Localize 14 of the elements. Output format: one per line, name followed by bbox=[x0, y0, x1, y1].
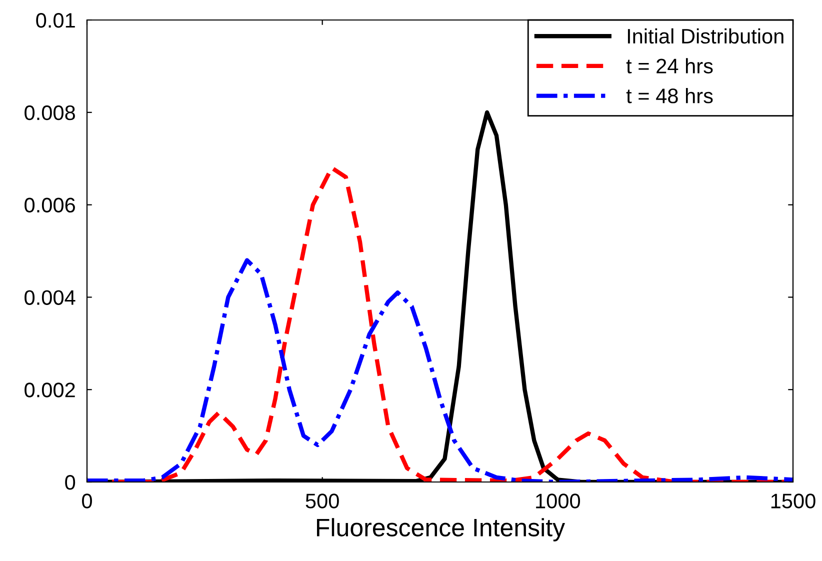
legend-label: t = 48 hrs bbox=[626, 88, 713, 104]
legend-label: t = 24 hrs bbox=[626, 58, 713, 74]
y-tick-label: 0.006 bbox=[24, 198, 75, 213]
y-tick-label: 0 bbox=[65, 475, 76, 490]
x-tick-label: 500 bbox=[306, 494, 339, 508]
x-axis-title: Fluorescence Intensity bbox=[317, 518, 566, 542]
y-tick-label: 0.002 bbox=[24, 382, 75, 398]
x-tick-label: 1000 bbox=[536, 494, 580, 508]
y-tick-label: 0.004 bbox=[24, 290, 76, 305]
y-tick-label: 0.008 bbox=[24, 105, 75, 120]
x-tick-label: 1500 bbox=[771, 494, 816, 508]
x-tick-label: 0 bbox=[82, 494, 92, 508]
y-tick-label: 0.01 bbox=[36, 13, 75, 28]
legend-label: Initial Distribution bbox=[628, 28, 784, 44]
